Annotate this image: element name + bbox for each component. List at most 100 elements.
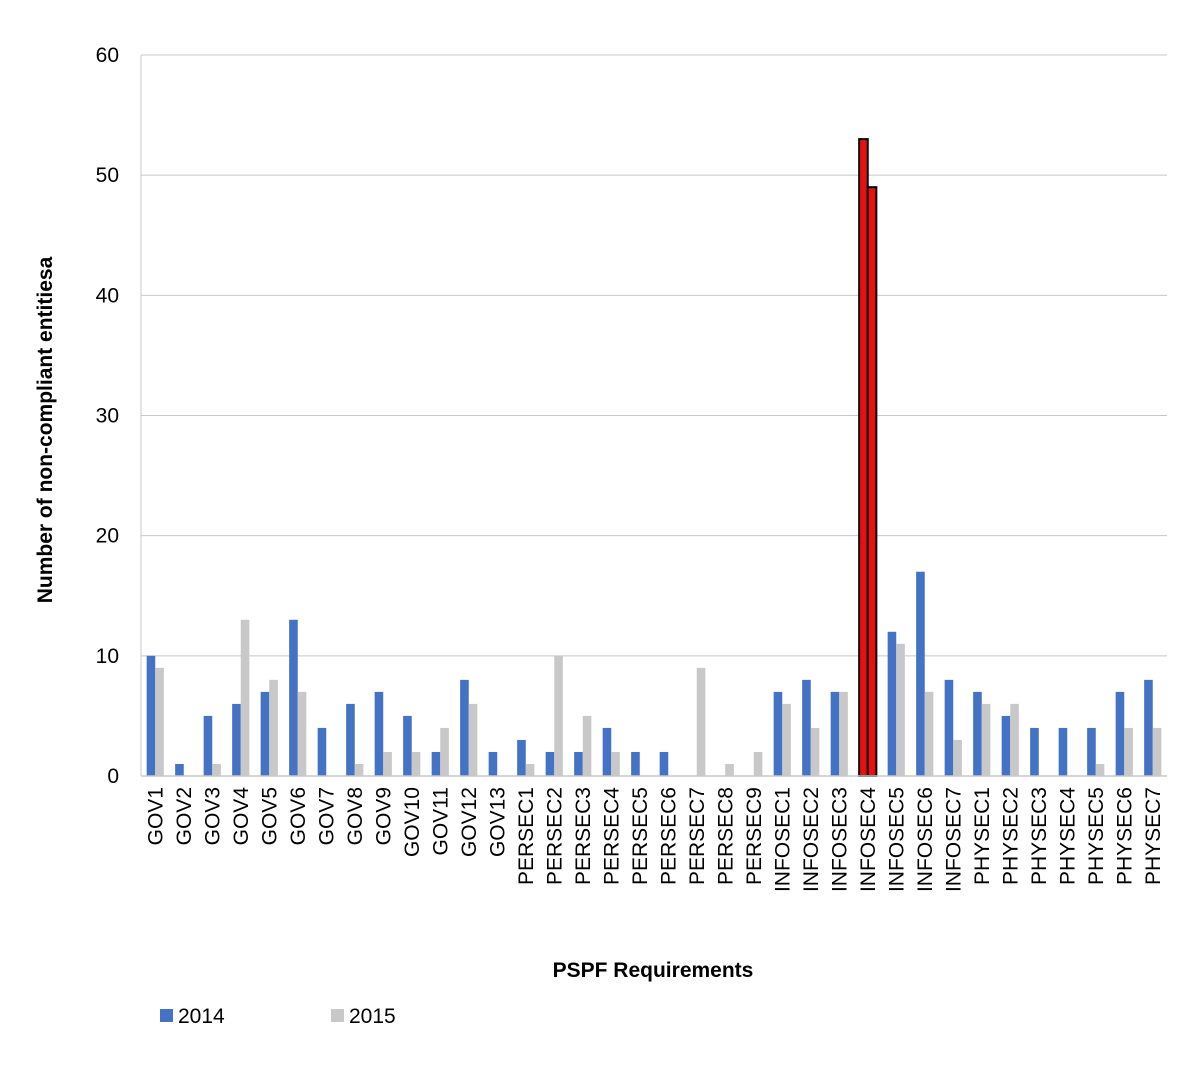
bar-persec5-2014 <box>631 751 640 776</box>
bar-gov5-2014 <box>260 691 270 776</box>
bar-gov4-2014 <box>232 703 241 776</box>
bar-infosec7-2014 <box>944 679 954 776</box>
bar-gov1-2015 <box>155 667 164 776</box>
x-tick-label: GOV3 <box>201 787 224 845</box>
x-tick-label: INFOSEC5 <box>885 787 908 892</box>
y-tick-label: 10 <box>96 645 119 668</box>
bar-gov9-2014 <box>374 691 384 776</box>
legend-label-2015: 2015 <box>349 1005 396 1028</box>
y-tick-label: 60 <box>96 44 119 67</box>
bar-gov6-2015 <box>297 691 307 776</box>
x-tick-label: GOV4 <box>230 787 253 846</box>
y-axis-title: Number of non-compliant entitiesa <box>34 256 57 603</box>
x-tick-label: PHYSEC2 <box>999 787 1022 885</box>
x-tick-label: GOV12 <box>458 787 481 857</box>
x-tick-label: GOV2 <box>173 787 196 845</box>
bar-gov8-2014 <box>346 703 355 776</box>
axes <box>140 55 1167 777</box>
x-tick-label: INFOSEC1 <box>771 787 794 892</box>
bar-infosec3-2015 <box>839 691 848 776</box>
x-tick-label: PERSEC5 <box>629 787 652 885</box>
x-tick-label: PHYSEC4 <box>1056 787 1079 885</box>
x-tick-label: PERSEC7 <box>686 787 709 885</box>
bar-gov11-2014 <box>431 751 441 776</box>
x-tick-label: PHYSEC3 <box>1028 787 1051 885</box>
x-tick-label: PERSEC1 <box>515 787 538 885</box>
bar-physec5-2015 <box>1095 763 1105 776</box>
legend-swatch-2015 <box>331 1009 344 1022</box>
x-tick-label: PHYSEC6 <box>1113 787 1136 885</box>
bar-gov13-2014 <box>488 751 498 776</box>
bar-physec2-2014 <box>1001 715 1011 776</box>
bar-gov1-2014 <box>146 655 156 776</box>
bar-physec2-2015 <box>1010 703 1019 776</box>
x-tick-label: GOV1 <box>144 787 167 845</box>
x-tick-label: INFOSEC7 <box>942 787 965 892</box>
bar-persec6-2014 <box>659 751 669 776</box>
bar-infosec4-2015 <box>866 186 878 777</box>
bar-infosec6-2014 <box>916 571 925 776</box>
bar-infosec1-2014 <box>773 691 783 776</box>
bar-gov8-2015 <box>354 763 364 776</box>
bar-infosec1-2015 <box>782 703 791 776</box>
bar-physec3-2014 <box>1030 727 1039 776</box>
bar-physec6-2014 <box>1115 691 1125 776</box>
x-tick-label: GOV5 <box>258 787 281 845</box>
bar-physec4-2014 <box>1058 727 1068 776</box>
bar-persec1-2015 <box>525 763 535 776</box>
bar-infosec7-2015 <box>953 739 962 776</box>
y-tick-label: 0 <box>107 765 119 788</box>
bar-physec7-2014 <box>1144 679 1153 776</box>
x-tick-label: GOV6 <box>287 787 310 845</box>
bar-persec1-2014 <box>517 739 526 776</box>
x-tick-label: INFOSEC2 <box>800 787 823 892</box>
bar-persec3-2015 <box>582 715 592 776</box>
bar-gov2-2014 <box>175 763 184 776</box>
x-tick-label: PERSEC3 <box>572 787 595 885</box>
bar-physec6-2015 <box>1124 727 1133 776</box>
bar-gov12-2014 <box>460 679 469 776</box>
y-tick-label: 20 <box>96 525 119 548</box>
bar-persec2-2014 <box>545 751 555 776</box>
bar-infosec5-2015 <box>896 643 905 776</box>
legend-label-2014: 2014 <box>178 1005 225 1028</box>
legend-swatch-2014 <box>160 1009 173 1022</box>
bar-infosec4-2014 <box>858 138 869 778</box>
bar-gov10-2014 <box>403 715 412 776</box>
bars <box>146 138 1162 778</box>
bar-gov4-2015 <box>240 619 250 776</box>
legend: 2014 2015 <box>160 1005 396 1028</box>
bar-persec7-2015 <box>696 667 706 776</box>
x-tick-label: PERSEC6 <box>657 787 680 885</box>
bar-persec4-2015 <box>611 751 620 776</box>
x-tick-label: GOV8 <box>344 787 367 845</box>
x-tick-label: INFOSEC3 <box>828 787 851 892</box>
bar-physec1-2015 <box>981 703 991 776</box>
bar-infosec2-2015 <box>810 727 820 776</box>
x-tick-label: PHYSEC5 <box>1085 787 1108 885</box>
bar-gov11-2015 <box>440 727 449 776</box>
x-tick-label: INFOSEC4 <box>857 787 880 892</box>
gridlines <box>141 54 1167 657</box>
x-tick-label: PERSEC8 <box>714 787 737 885</box>
bar-infosec6-2015 <box>924 691 934 776</box>
y-tick-label: 50 <box>96 164 119 187</box>
x-tick-label: GOV13 <box>486 787 509 857</box>
bar-infosec3-2014 <box>830 691 840 776</box>
x-tick-label: PERSEC9 <box>743 787 766 885</box>
x-tick-label: GOV7 <box>315 787 338 845</box>
bar-gov6-2014 <box>289 619 298 776</box>
x-tick-label: PHYSEC7 <box>1142 787 1165 885</box>
bar-infosec5-2014 <box>887 631 897 776</box>
bar-gov3-2015 <box>212 763 221 776</box>
x-tick-label: INFOSEC6 <box>914 787 937 892</box>
bar-gov12-2015 <box>468 703 478 776</box>
x-tick-label: PERSEC2 <box>543 787 566 885</box>
x-tick-label: GOV11 <box>429 787 452 855</box>
bar-gov3-2014 <box>203 715 213 776</box>
bar-persec8-2015 <box>725 763 734 776</box>
x-axis-title: PSPF Requirements <box>553 959 754 982</box>
